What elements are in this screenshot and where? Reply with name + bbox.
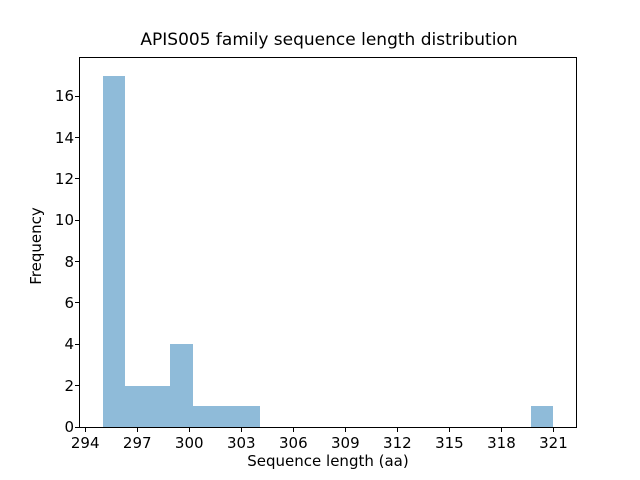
- y-tick-label: 0: [64, 418, 74, 436]
- y-tick-label: 10: [54, 211, 74, 230]
- x-tick-label: 300: [174, 434, 204, 452]
- histogram-bar: [215, 406, 238, 427]
- x-tick-label: 303: [226, 434, 256, 452]
- y-tick-label: 2: [64, 376, 74, 395]
- histogram-bar: [170, 344, 193, 427]
- histogram-bar: [102, 75, 126, 427]
- plot-area: [79, 57, 577, 428]
- x-tick-mark: [188, 428, 190, 432]
- x-tick-label: 309: [331, 434, 360, 452]
- bars-layer: [80, 58, 576, 427]
- x-tick-mark: [240, 428, 242, 432]
- x-tick-mark: [344, 428, 346, 432]
- x-tick-label: 312: [383, 434, 412, 452]
- y-tick-mark: [75, 343, 79, 345]
- x-tick-label: 315: [435, 434, 464, 452]
- y-tick-mark: [75, 219, 79, 221]
- x-tick-label: 294: [70, 434, 100, 452]
- y-tick-mark: [75, 137, 79, 139]
- y-tick-mark: [75, 178, 79, 180]
- x-tick-mark: [84, 428, 86, 432]
- x-tick-mark: [448, 428, 450, 432]
- chart-title: APIS005 family sequence length distribut…: [140, 30, 518, 50]
- histogram-bar: [147, 385, 171, 427]
- x-axis-label: Sequence length (aa): [247, 452, 409, 470]
- x-tick-mark: [396, 428, 398, 432]
- y-tick-mark: [75, 302, 79, 304]
- y-tick-label: 14: [54, 128, 74, 147]
- x-tick-label: 321: [539, 434, 568, 452]
- y-tick-mark: [75, 95, 79, 97]
- histogram-bar: [192, 406, 216, 427]
- y-tick-label: 4: [64, 335, 74, 354]
- y-tick-label: 6: [64, 293, 74, 312]
- x-tick-label: 297: [122, 434, 152, 452]
- y-tick-mark: [75, 385, 79, 387]
- histogram-bar: [237, 406, 261, 427]
- y-tick-mark: [75, 426, 79, 428]
- y-tick-label: 16: [54, 87, 74, 106]
- y-tick-label: 8: [64, 252, 74, 271]
- x-tick-mark: [292, 428, 294, 432]
- y-tick-mark: [75, 261, 79, 263]
- x-tick-label: 306: [278, 434, 308, 452]
- y-axis-label: Frequency: [27, 207, 45, 285]
- histogram-bar: [125, 385, 148, 427]
- x-tick-mark: [136, 428, 138, 432]
- x-tick-label: 318: [487, 434, 516, 452]
- y-tick-label: 12: [54, 169, 74, 188]
- x-tick-mark: [552, 428, 554, 432]
- x-tick-mark: [500, 428, 502, 432]
- histogram-bar: [530, 406, 554, 427]
